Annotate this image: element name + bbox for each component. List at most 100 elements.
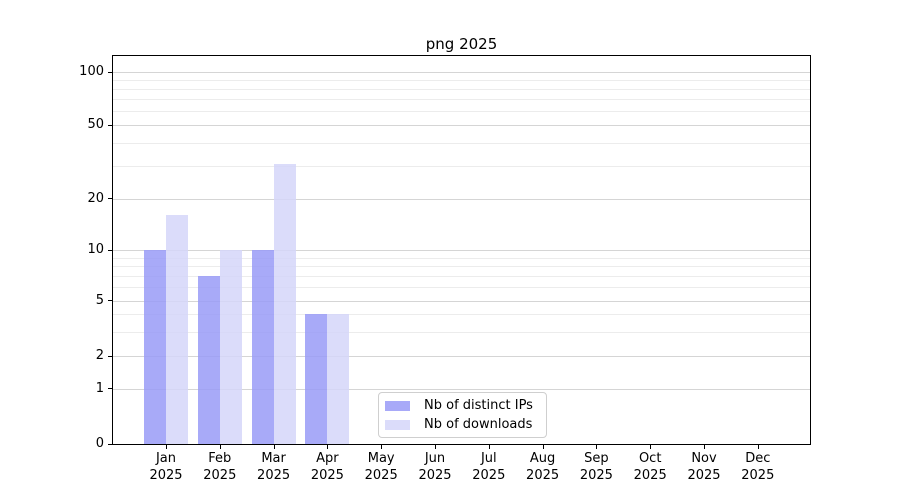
- y-axis-label-50: 50: [87, 117, 104, 133]
- month-label: Mar: [261, 451, 286, 466]
- year-label: 2025: [149, 468, 183, 483]
- month-label: Aug: [529, 451, 556, 466]
- gridline-major-100: [113, 72, 810, 73]
- month-label: Apr: [316, 451, 339, 466]
- x-axis-label-oct: Oct 2025: [620, 450, 680, 484]
- y-axis-label-5: 5: [95, 292, 104, 308]
- y-axis-label-2: 2: [95, 348, 104, 363]
- x-tick-nov: [704, 444, 705, 449]
- x-tick-may: [381, 444, 383, 449]
- gridline-minor-4: [113, 314, 810, 316]
- year-label: 2025: [741, 468, 775, 483]
- x-axis-label-apr: Apr 2025: [297, 450, 357, 484]
- y-axis-label-0: 0: [95, 436, 104, 451]
- y-axis-label-1: 1: [95, 380, 104, 396]
- gridline-major-50: [113, 125, 810, 127]
- gridline-minor-30: [113, 166, 810, 168]
- month-label: Jul: [480, 451, 497, 466]
- y-tick-100: [108, 71, 113, 73]
- month-label: Sep: [584, 451, 609, 466]
- year-label: 2025: [364, 468, 398, 483]
- y-tick-50: [108, 124, 113, 126]
- x-axis-label-nov: Nov 2025: [674, 450, 734, 484]
- x-axis-label-sep: Sep 2025: [566, 450, 626, 484]
- gridline-minor-40: [113, 143, 810, 145]
- x-tick-aug: [542, 444, 544, 449]
- x-tick-mar: [273, 444, 275, 449]
- year-label: 2025: [472, 468, 506, 483]
- legend-swatch-downloads: [385, 419, 410, 430]
- gridline-minor-90: [113, 80, 810, 82]
- y-tick-10: [108, 249, 113, 251]
- y-tick-1: [108, 388, 113, 390]
- year-label: 2025: [526, 468, 560, 483]
- month-label: Feb: [208, 451, 232, 466]
- bar-nb-of-downloads-mar: [273, 163, 296, 444]
- x-tick-apr: [327, 444, 329, 449]
- x-axis-label-jun: Jun 2025: [405, 450, 465, 484]
- year-label: 2025: [257, 468, 291, 483]
- x-tick-dec: [757, 444, 759, 449]
- gridline-minor-6: [113, 287, 810, 289]
- bar-nb-of-distinct-ips-jan: [144, 250, 166, 444]
- bar-nb-of-distinct-ips-apr: [305, 314, 328, 444]
- y-axis-label-20: 20: [87, 190, 104, 206]
- x-axis-label-mar: Mar 2025: [244, 450, 304, 484]
- year-label: 2025: [418, 468, 452, 483]
- gridline-minor-60: [113, 111, 810, 113]
- gridline-major-10: [113, 250, 810, 251]
- x-tick-jul: [488, 444, 490, 449]
- x-axis-label-dec: Dec 2025: [728, 450, 788, 484]
- x-tick-sep: [596, 444, 598, 449]
- gridline-major-5: [113, 300, 810, 302]
- gridline-major-20: [113, 198, 810, 200]
- month-label: Dec: [745, 451, 771, 466]
- gridline-minor-7: [113, 276, 810, 278]
- bar-nb-of-downloads-feb: [219, 250, 242, 444]
- legend-label-downloads: Nb of downloads: [424, 417, 533, 432]
- y-tick-2: [108, 355, 113, 357]
- year-label: 2025: [633, 468, 667, 483]
- year-label: 2025: [687, 468, 721, 483]
- gridline-minor-70: [113, 99, 810, 101]
- gridline-minor-9: [113, 257, 810, 259]
- gridline-major-2: [113, 356, 810, 357]
- y-tick-5: [108, 300, 113, 302]
- legend-item-distinct-ips: Nb of distinct IPs: [385, 398, 546, 413]
- x-axis-label-jul: Jul 2025: [459, 450, 519, 484]
- x-axis-label-aug: Aug 2025: [513, 450, 573, 484]
- gridline-minor-80: [113, 89, 810, 91]
- x-axis-label-feb: Feb 2025: [190, 450, 250, 484]
- y-tick-0: [108, 443, 113, 445]
- legend-label-distinct-ips: Nb of distinct IPs: [424, 398, 533, 413]
- year-label: 2025: [203, 468, 237, 483]
- month-label: Jun: [424, 451, 446, 466]
- y-tick-20: [108, 198, 113, 200]
- plot-area: [112, 55, 811, 445]
- y-axis-label-10: 10: [87, 242, 104, 257]
- year-label: 2025: [579, 468, 613, 483]
- x-tick-jan: [166, 444, 167, 449]
- y-axis-label-100: 100: [79, 64, 104, 79]
- month-label: Nov: [691, 451, 717, 466]
- chart-title: png 2025: [425, 35, 498, 53]
- x-tick-oct: [650, 444, 652, 449]
- bar-nb-of-distinct-ips-feb: [197, 276, 220, 444]
- x-tick-feb: [219, 444, 221, 449]
- legend: Nb of distinct IPs Nb of downloads: [378, 392, 547, 438]
- gridline-minor-8: [113, 266, 810, 268]
- x-axis-label-may: May 2025: [351, 450, 411, 484]
- legend-swatch-distinct-ips: [385, 400, 410, 411]
- month-label: Oct: [638, 451, 662, 466]
- x-axis-label-jan: Jan 2025: [136, 450, 196, 484]
- month-label: May: [367, 451, 395, 466]
- year-label: 2025: [310, 468, 344, 483]
- bar-nb-of-downloads-jan: [166, 215, 188, 444]
- gridline-major-1: [113, 388, 810, 390]
- x-tick-jun: [435, 444, 436, 449]
- gridline-minor-3: [113, 331, 810, 333]
- bar-nb-of-downloads-apr: [327, 314, 350, 444]
- bar-nb-of-distinct-ips-mar: [251, 250, 274, 444]
- month-label: Jan: [155, 451, 177, 466]
